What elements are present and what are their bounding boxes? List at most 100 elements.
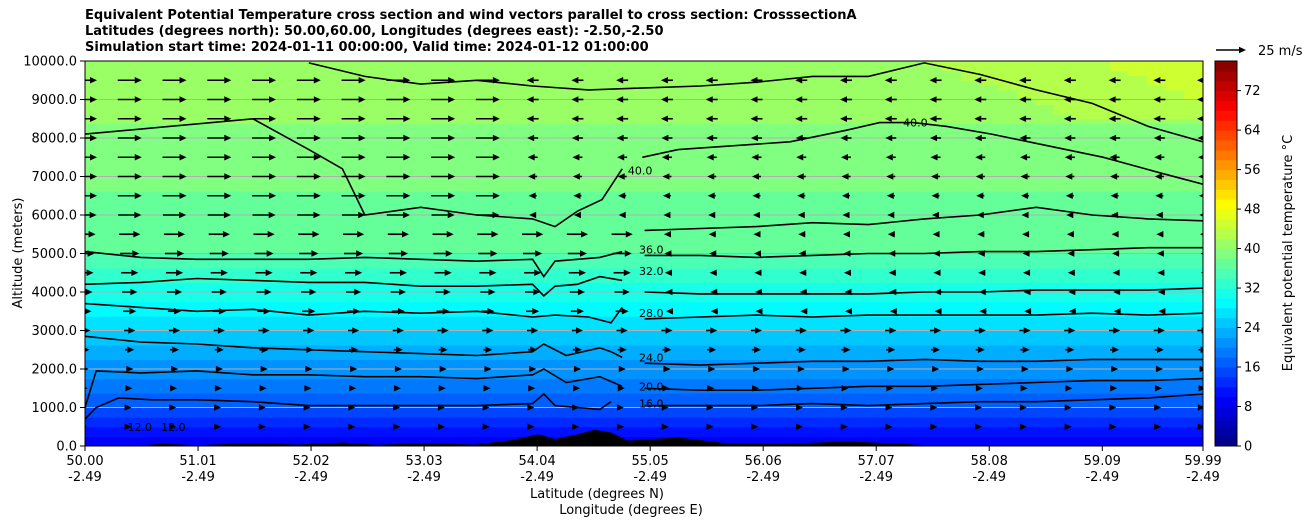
x-tick-label-lat: 59.09	[1084, 454, 1121, 469]
wind-vector	[393, 404, 401, 411]
wind-vector	[1108, 115, 1121, 122]
wind-vector	[889, 288, 897, 296]
wind-vector	[342, 231, 365, 238]
wind-vector	[1019, 404, 1027, 411]
wind-vector	[1155, 192, 1164, 199]
wind-vector	[934, 308, 942, 315]
wind-vector	[1199, 193, 1203, 198]
wind-vector	[930, 423, 938, 430]
wind-vector	[887, 211, 895, 219]
wind-vector	[390, 288, 406, 296]
wind-vector	[929, 96, 942, 103]
wind-vector	[482, 423, 490, 430]
wind-vector	[843, 250, 851, 257]
wind-vector	[483, 385, 491, 392]
wind-vector	[752, 192, 761, 199]
wind-vector	[212, 308, 226, 315]
x-tick-label-lon: -2.49	[1085, 470, 1119, 485]
x-axis: 50.00-2.4951.01-2.4952.02-2.4953.03-2.49…	[66, 446, 1222, 485]
wind-vector	[85, 269, 94, 276]
wind-vector	[475, 154, 500, 161]
wind-vector	[85, 231, 96, 238]
wind-vector	[1019, 423, 1027, 430]
colorbar-step	[1215, 288, 1237, 299]
wind-vector	[752, 211, 760, 219]
wind-vector	[480, 288, 496, 296]
wind-vector	[215, 365, 223, 373]
colorbar-step	[1215, 307, 1237, 319]
wind-vector	[1153, 134, 1165, 142]
wind-vector	[1066, 231, 1074, 238]
wind-vector	[1023, 269, 1031, 276]
wind-vector	[436, 308, 450, 315]
wind-vector	[214, 404, 222, 411]
wind-vector	[475, 96, 500, 103]
wind-vector	[842, 192, 851, 199]
wind-vector	[1063, 96, 1076, 103]
colorbar-step	[1215, 70, 1237, 82]
y-tick-label: 1000.0	[32, 401, 78, 416]
wind-vector	[887, 365, 895, 373]
wind-vector	[1110, 385, 1118, 392]
colorbar-step	[1215, 317, 1237, 329]
wind-vector	[259, 346, 269, 353]
wind-vector	[118, 211, 142, 219]
terrain-shape	[129, 429, 936, 446]
wind-vector	[885, 327, 897, 334]
wind-vector	[978, 269, 986, 276]
wind-vector	[886, 385, 894, 392]
colorbar-tick-label: 32	[1244, 282, 1261, 297]
wind-vector	[616, 77, 629, 84]
wind-vector	[931, 173, 941, 180]
wind-vector	[477, 231, 499, 238]
wind-vector	[1156, 231, 1164, 238]
quiver-key	[1216, 46, 1246, 54]
wind-vector	[1064, 327, 1076, 334]
wind-vector	[978, 288, 986, 296]
wind-vector	[751, 154, 762, 161]
colorbar-step	[1215, 110, 1237, 121]
contour-label: 24.0	[639, 351, 664, 364]
wind-vector	[1154, 423, 1162, 430]
wind-vector	[1153, 115, 1166, 122]
contour-line-40	[85, 117, 623, 228]
contour-label: 12.0	[128, 421, 153, 434]
wind-vector	[1157, 269, 1165, 276]
colorbar-tick-label: 24	[1244, 321, 1261, 336]
wind-vector	[252, 96, 277, 103]
wind-vector	[1200, 252, 1203, 255]
wind-vector	[170, 385, 178, 392]
y-tick-label: 4000.0	[32, 286, 78, 301]
wind-vector	[529, 365, 537, 373]
wind-vector	[341, 154, 366, 161]
wind-vector	[1063, 115, 1076, 122]
wind-vector	[617, 385, 625, 392]
wind-vector	[207, 134, 232, 142]
wind-vector	[930, 154, 941, 161]
wind-vector	[437, 423, 445, 430]
wind-vector	[347, 327, 360, 334]
wind-vector	[386, 154, 411, 161]
x-tick-label-lon: -2.49	[294, 470, 328, 485]
contour-label: 28.0	[639, 307, 664, 320]
wind-vectors	[85, 77, 1203, 430]
wind-vector	[1065, 192, 1074, 199]
wind-vector	[1109, 346, 1120, 353]
colorbar-step	[1215, 347, 1237, 358]
colorbar-tick-label: 8	[1244, 400, 1252, 415]
wind-vector	[975, 404, 983, 411]
wind-vector	[1110, 192, 1119, 199]
wind-vector	[840, 327, 852, 334]
wind-vector	[572, 404, 580, 411]
wind-vector	[345, 288, 362, 296]
quiver-key-arrow	[1239, 46, 1246, 54]
wind-vector	[341, 192, 366, 199]
wind-vector	[527, 154, 538, 161]
wind-vector	[1197, 404, 1203, 411]
wind-vector	[1154, 404, 1162, 411]
wind-vector	[168, 327, 181, 334]
y-axis: 0.0 1000.0 2000.0 3000.0 4000.0 5000.0 6000.0 7…	[23, 55, 85, 455]
wind-vector	[348, 404, 356, 411]
